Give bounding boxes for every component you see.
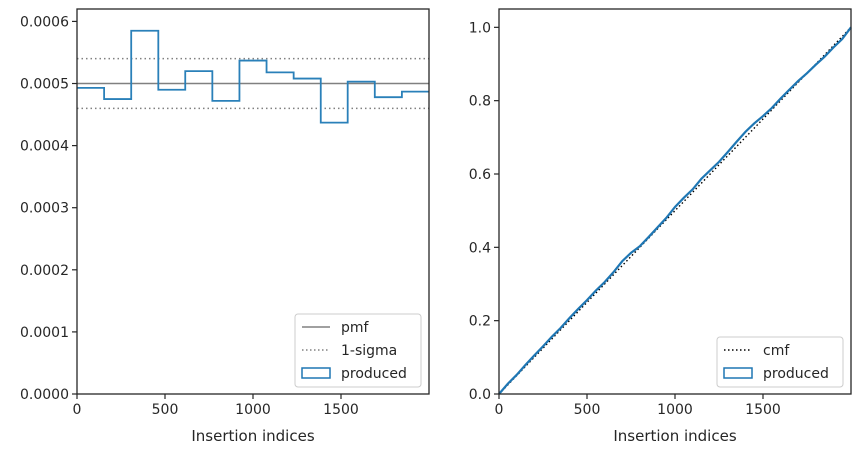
right-y-axis-ticks: 0.0 0.2 0.4 0.6 0.8 1.0 [469, 20, 499, 403]
right-x-axis-ticks: 0 500 1000 1500 [495, 394, 781, 418]
y-tick-label: 1.0 [469, 20, 491, 36]
legend-label: produced [763, 366, 829, 382]
y-tick-label: 0.0003 [20, 201, 69, 217]
x-tick-label: 0 [495, 402, 504, 418]
right-x-axis-label: Insertion indices [613, 427, 736, 445]
left-y-axis-ticks: 0.0000 0.0001 0.0002 0.0003 0.0004 0.0005 0.00… [20, 14, 77, 403]
x-tick-label: 1000 [235, 402, 271, 418]
produced-step-series [77, 29, 429, 124]
left-x-axis-label: Insertion indices [191, 427, 314, 445]
y-tick-label: 0.0001 [20, 325, 69, 341]
x-tick-label: 1000 [657, 402, 693, 418]
x-tick-label: 1500 [323, 402, 359, 418]
x-tick-label: 1500 [745, 402, 781, 418]
right-legend: cmf produced [716, 336, 844, 388]
legend-swatch-box [723, 367, 753, 379]
right-plot-area [498, 8, 852, 395]
right-cumulative-chart: 0 500 1000 1500 0.0 0.2 0.4 0.6 0.8 1.0 Insertio… [469, 8, 852, 445]
y-tick-label: 0.4 [469, 240, 491, 256]
y-tick-label: 0.8 [469, 94, 491, 110]
x-tick-label: 0 [73, 402, 82, 418]
left-histogram-chart: 0 500 1000 1500 0.00000.00010.00020.00030.0… [20, 8, 430, 445]
legend-label: cmf [763, 343, 790, 359]
y-tick-label: 0.0005 [20, 77, 69, 93]
legend-label: 1-sigma [341, 343, 397, 359]
legend-swatch-box [301, 367, 331, 379]
y-tick-label: 0.0006 [20, 14, 69, 30]
left-legend: pmf 1-sigma produced [294, 313, 422, 388]
left-x-axis-ticks: 0 500 1000 1500 [73, 394, 359, 418]
y-tick-label: 0.0000 [20, 387, 69, 403]
y-tick-label: 0.0004 [20, 139, 69, 155]
produced-line [498, 26, 852, 395]
y-tick-label: 0.6 [469, 167, 491, 183]
legend-label: produced [341, 366, 407, 382]
y-tick-label: 0.0 [469, 387, 491, 403]
x-tick-label: 500 [152, 402, 179, 418]
legend-label: pmf [341, 320, 370, 336]
cmf-line [498, 26, 852, 395]
x-tick-label: 500 [574, 402, 601, 418]
y-tick-label: 0.0002 [20, 263, 69, 279]
y-tick-label: 0.2 [469, 314, 491, 330]
